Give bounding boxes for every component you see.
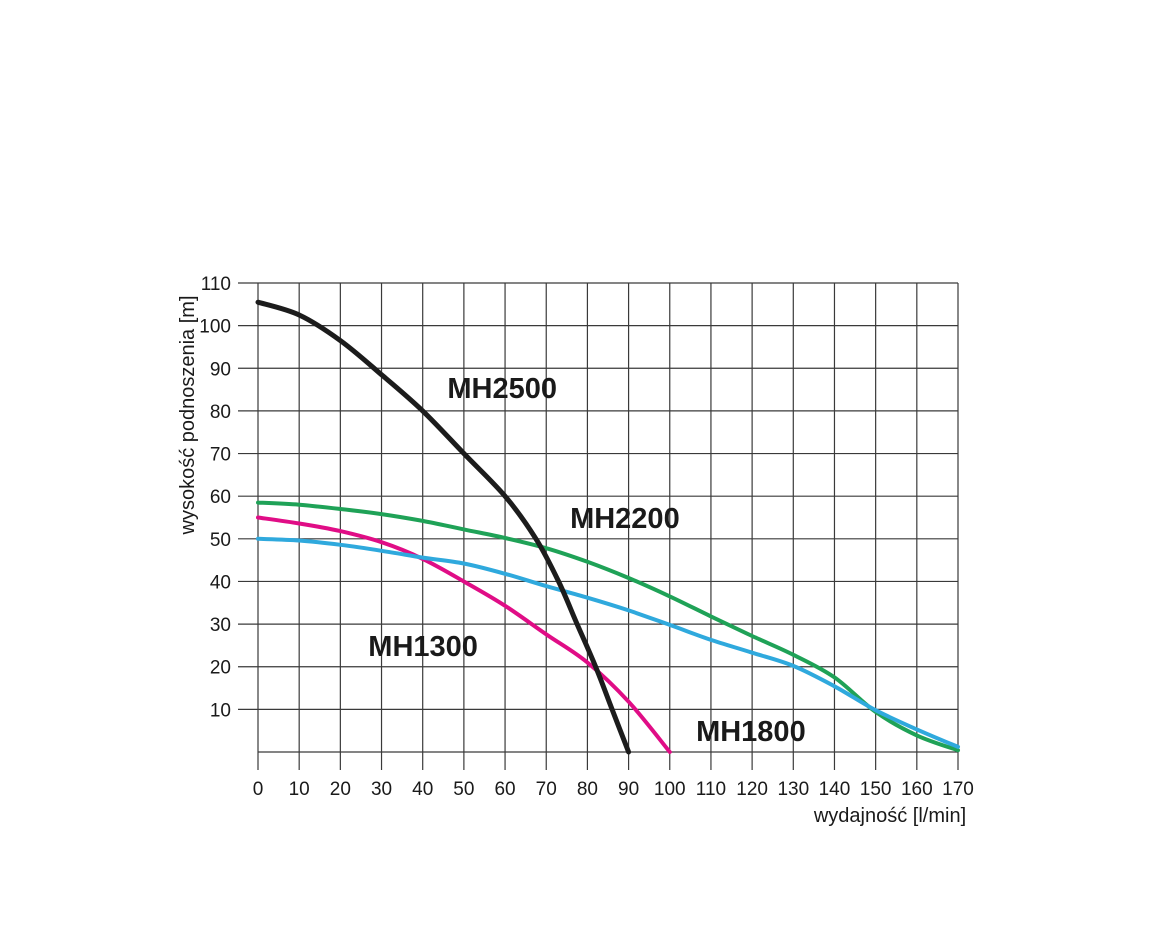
- x-tick-label: 140: [819, 779, 851, 800]
- y-tick-label: 110: [201, 274, 231, 295]
- curve-mh1800: [256, 536, 960, 749]
- series-label-mh2200: MH2200: [570, 503, 680, 535]
- x-tick-label: 160: [901, 779, 933, 800]
- y-tick-label: 60: [210, 487, 231, 508]
- y-tick-label: 50: [210, 530, 231, 551]
- x-tick-label: 50: [453, 779, 474, 800]
- x-tick-label: 70: [536, 779, 557, 800]
- x-tick-label: 10: [289, 779, 310, 800]
- x-axis-title: wydajność [l/min]: [813, 805, 966, 827]
- series-label-mh2500: MH2500: [447, 373, 557, 405]
- curve-mh1300: [256, 515, 672, 754]
- y-tick-label: 100: [199, 317, 231, 338]
- x-tick-label: 40: [412, 779, 433, 800]
- x-tick-label: 130: [777, 779, 809, 800]
- series-label-mh1800: MH1800: [696, 716, 806, 748]
- x-tick-label: 120: [736, 779, 768, 800]
- x-tick-label: 60: [494, 779, 515, 800]
- y-tick-label: 90: [210, 359, 231, 380]
- pump-curves: [255, 299, 960, 755]
- curve-mh2500: [255, 299, 632, 755]
- x-tick-label: 20: [330, 779, 351, 800]
- x-tick-label: 30: [371, 779, 392, 800]
- x-tick-label: 170: [942, 779, 974, 800]
- y-tick-label: 40: [210, 572, 231, 593]
- x-tick-label: 150: [860, 779, 892, 800]
- y-tick-label: 30: [210, 615, 231, 636]
- x-tick-label: 100: [654, 779, 686, 800]
- x-tick-label: 90: [618, 779, 639, 800]
- curve-mh2200: [256, 500, 960, 753]
- series-label-mh1300: MH1300: [368, 631, 478, 663]
- y-tick-label: 20: [210, 658, 231, 679]
- grid-lines: [257, 282, 959, 753]
- x-tick-label: 0: [253, 779, 264, 800]
- y-tick-label: 80: [210, 402, 231, 423]
- axis-ticks: [238, 282, 959, 770]
- axis-tick-labels: 0 10 20 30 40 50 60 70 80 90 100 110 120 130 140 150 160…: [199, 274, 974, 800]
- y-tick-label: 10: [210, 700, 231, 721]
- y-axis-title: wysokość podnoszenia [m]: [177, 295, 199, 535]
- x-tick-label: 80: [577, 779, 598, 800]
- x-tick-label: 110: [696, 779, 726, 800]
- y-tick-label: 70: [210, 445, 231, 466]
